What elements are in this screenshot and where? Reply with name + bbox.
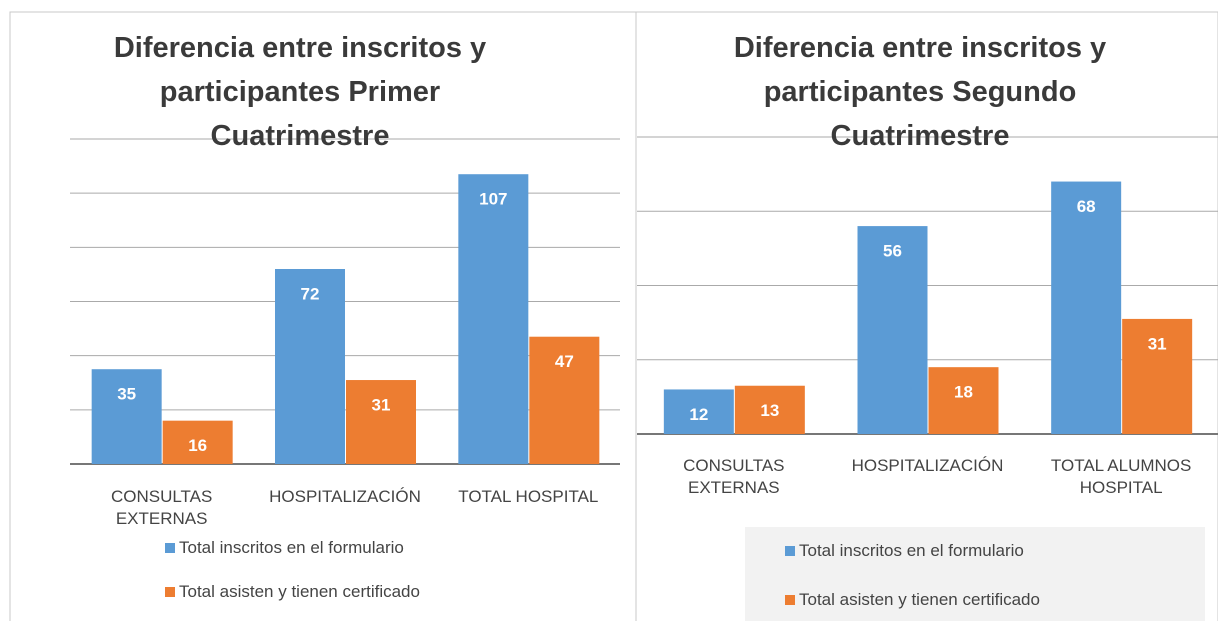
- legend-box: [745, 527, 1205, 621]
- bar: [1051, 181, 1122, 434]
- bar: [91, 369, 162, 464]
- legend-label: Total inscritos en el formulario: [799, 541, 1024, 560]
- panel-border: [635, 11, 1218, 621]
- value-label: 16: [188, 436, 207, 455]
- legend-swatch: [165, 543, 175, 553]
- legend-label: Total asisten y tienen certificado: [179, 582, 420, 601]
- legend-item: Total asisten y tienen certificado: [165, 581, 420, 603]
- bar: [857, 226, 928, 434]
- value-label: 47: [555, 352, 574, 371]
- legend-swatch: [785, 546, 795, 556]
- bar: [162, 420, 233, 464]
- value-label: 13: [760, 401, 779, 420]
- bar: [928, 367, 999, 434]
- value-label: 72: [301, 284, 320, 303]
- bar: [663, 389, 734, 434]
- value-label: 31: [372, 396, 391, 415]
- value-label: 68: [1077, 197, 1096, 216]
- x-tick-label: CONSULTAS EXTERNAS: [683, 456, 785, 497]
- value-label: 12: [689, 405, 708, 424]
- legend-swatch: [785, 595, 795, 605]
- legend-item: Total inscritos en el formulario: [785, 540, 1024, 562]
- legend-label: Total inscritos en el formulario: [179, 538, 404, 557]
- bar: [346, 380, 416, 464]
- value-label: 31: [1148, 334, 1167, 353]
- value-label: 18: [954, 383, 973, 402]
- x-tick-label: TOTAL ALUMNOS HOSPITAL: [1050, 456, 1192, 497]
- bar: [1122, 318, 1193, 434]
- value-label: 35: [117, 385, 136, 404]
- chart-title: Diferencia entre inscritos y participant…: [733, 32, 1107, 152]
- x-tick-label: HOSPITALIZACIÓN: [851, 456, 1004, 475]
- value-label: 107: [479, 190, 507, 209]
- value-label: 56: [883, 242, 902, 261]
- bar: [458, 174, 529, 465]
- x-tick-label: TOTAL HOSPITAL: [458, 487, 599, 506]
- bar: [529, 336, 600, 464]
- x-tick-label: HOSPITALIZACIÓN: [269, 487, 421, 506]
- chart-title: Diferencia entre inscritos y participant…: [113, 32, 487, 152]
- bar: [734, 385, 805, 434]
- bar: [275, 269, 345, 464]
- legend-label: Total asisten y tienen certificado: [799, 590, 1040, 609]
- x-tick-label: CONSULTAS EXTERNAS: [110, 487, 213, 528]
- legend-item: Total asisten y tienen certificado: [785, 589, 1040, 611]
- legend-item: Total inscritos en el formulario: [165, 537, 404, 559]
- legend-swatch: [165, 587, 175, 597]
